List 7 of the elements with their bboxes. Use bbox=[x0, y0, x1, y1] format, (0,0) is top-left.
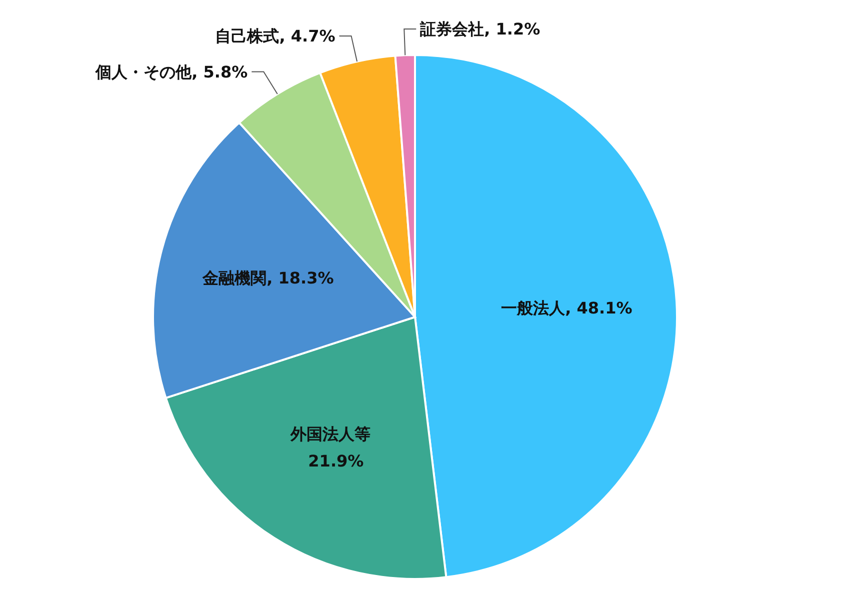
slice-label: 自己株式, 4.7% bbox=[215, 26, 336, 46]
data-label: 21.9% bbox=[308, 452, 364, 471]
slice-label: 一般法人, 48.1% bbox=[501, 298, 632, 318]
slice-label: 証券会社, 1.2% bbox=[419, 20, 540, 39]
slice-label: 外国法人等 bbox=[290, 424, 371, 444]
slice-label: 個人・その他, 5.8% bbox=[94, 62, 248, 82]
slice-label: 金融機関, 18.3% bbox=[202, 268, 334, 288]
